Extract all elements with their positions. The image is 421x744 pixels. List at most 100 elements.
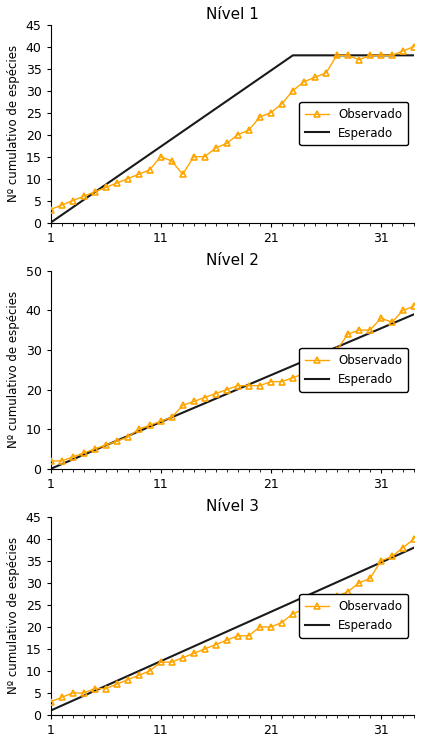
Observado [125, 676, 130, 684]
Observado [301, 77, 306, 86]
Observado [180, 653, 185, 662]
Observado [357, 55, 362, 64]
Observado [191, 397, 196, 406]
Observado [323, 596, 328, 605]
Observado [334, 345, 339, 354]
Observado [400, 306, 405, 315]
Observado [412, 42, 417, 51]
Legend: Observado, Esperado: Observado, Esperado [299, 594, 408, 638]
Observado [257, 112, 262, 121]
Y-axis label: Nº cumulativo de espécies: Nº cumulativo de espécies [7, 291, 20, 449]
Observado [400, 46, 405, 55]
Observado [268, 377, 273, 386]
Observado [147, 165, 152, 174]
Observado [191, 153, 196, 161]
Observado [280, 618, 285, 627]
Observado [81, 449, 86, 458]
Observado [48, 205, 53, 214]
Observado [147, 421, 152, 430]
Observado [235, 381, 240, 390]
Observado [301, 605, 306, 614]
Observado [114, 680, 119, 689]
Observado [191, 649, 196, 658]
Observado [389, 51, 394, 60]
Observado [257, 381, 262, 390]
Observado [169, 156, 174, 165]
Observado [378, 557, 384, 565]
Observado [180, 401, 185, 410]
Observado [235, 130, 240, 139]
Observado [323, 362, 328, 371]
Observado [290, 609, 296, 618]
Title: Nível 3: Nível 3 [206, 499, 259, 514]
Observado [202, 644, 207, 653]
Y-axis label: Nº cumulativo de espécies: Nº cumulativo de espécies [7, 537, 20, 694]
Observado [235, 631, 240, 640]
Observado [136, 170, 141, 179]
Observado [357, 326, 362, 335]
Observado [213, 389, 218, 398]
Line: Observado: Observado [47, 303, 418, 464]
Observado [103, 440, 108, 449]
Observado [81, 192, 86, 201]
Observado [412, 302, 417, 311]
Observado [378, 51, 384, 60]
Observado [48, 457, 53, 466]
Observado [368, 574, 373, 583]
Observado [158, 658, 163, 667]
Observado [224, 635, 229, 644]
Esperado [48, 218, 53, 227]
Observado [125, 433, 130, 442]
Line: Observado: Observado [47, 536, 418, 705]
Observado [346, 51, 351, 60]
Observado [334, 591, 339, 600]
Observado [400, 543, 405, 552]
Observado [92, 684, 97, 693]
Observado [92, 445, 97, 454]
Observado [378, 314, 384, 323]
Observado [169, 658, 174, 667]
Observado [312, 600, 317, 609]
Observado [59, 201, 64, 210]
Observado [103, 183, 108, 192]
Observado [158, 153, 163, 161]
Observado [389, 552, 394, 561]
Observado [81, 688, 86, 697]
Observado [368, 326, 373, 335]
Observado [280, 100, 285, 109]
Observado [136, 671, 141, 680]
Observado [312, 73, 317, 82]
Observado [213, 144, 218, 153]
Observado [136, 425, 141, 434]
Observado [59, 457, 64, 466]
Legend: Observado, Esperado: Observado, Esperado [299, 348, 408, 391]
Observado [346, 587, 351, 596]
Observado [334, 51, 339, 60]
Observado [290, 86, 296, 95]
Observado [368, 51, 373, 60]
Observado [246, 126, 251, 135]
Observado [312, 365, 317, 374]
Line: Esperado: Esperado [51, 55, 414, 222]
Observado [246, 381, 251, 390]
Observado [290, 373, 296, 382]
Y-axis label: Nº cumulativo de espécies: Nº cumulativo de espécies [7, 45, 20, 202]
Observado [103, 684, 108, 693]
Observado [412, 534, 417, 543]
Esperado [290, 51, 296, 60]
Legend: Observado, Esperado: Observado, Esperado [299, 102, 408, 146]
Observado [114, 437, 119, 446]
Title: Nível 1: Nível 1 [206, 7, 259, 22]
Observado [48, 697, 53, 706]
Observado [389, 318, 394, 327]
Line: Observado: Observado [47, 43, 418, 213]
Observado [224, 139, 229, 148]
Observado [268, 623, 273, 632]
Observado [147, 667, 152, 676]
Observado [246, 631, 251, 640]
Observado [70, 452, 75, 461]
Observado [280, 377, 285, 386]
Esperado [412, 51, 417, 60]
Observado [202, 153, 207, 161]
Observado [224, 385, 229, 394]
